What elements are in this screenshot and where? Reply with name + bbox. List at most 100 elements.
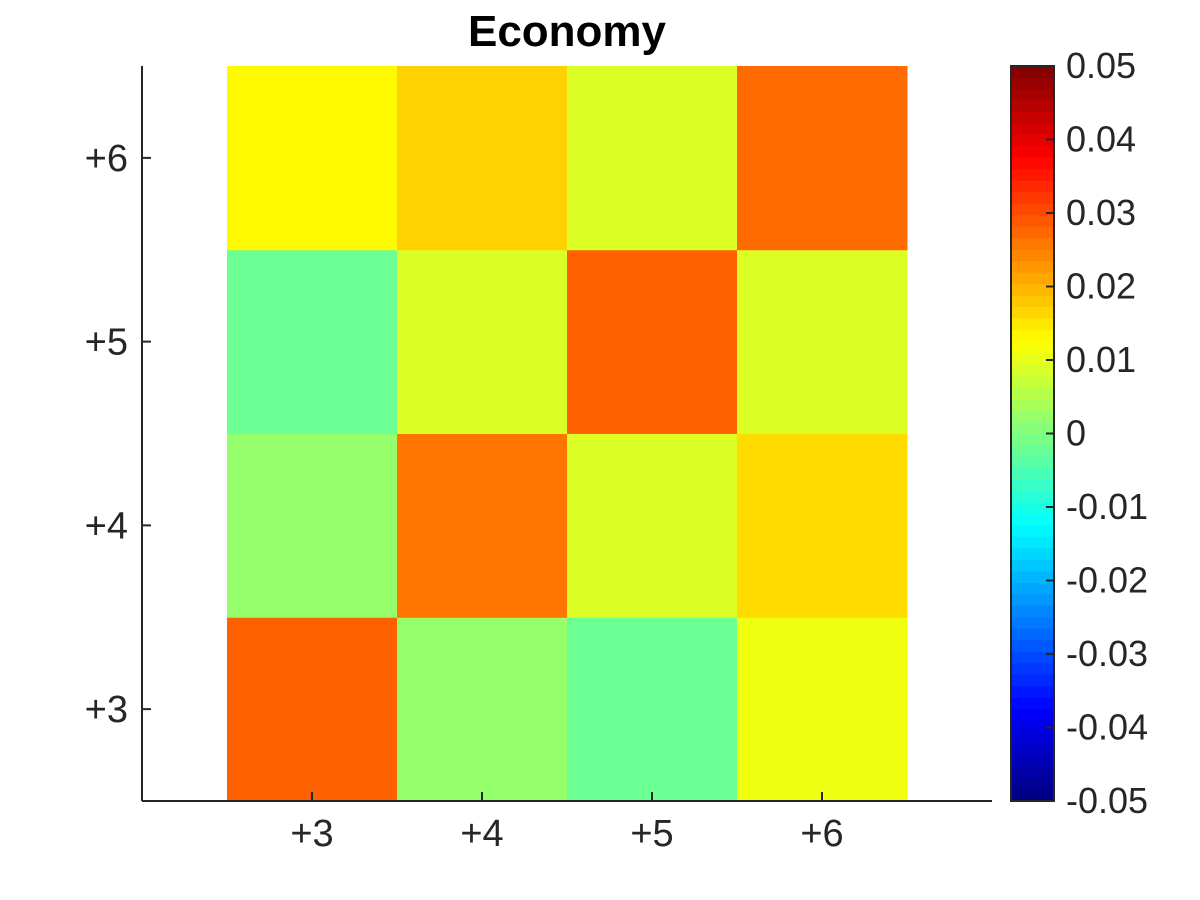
y-axis-ticks: +3 +4 +5 +6: [85, 138, 151, 731]
colorbar-segment: [1011, 157, 1054, 170]
colorbar-segment: [1011, 548, 1054, 561]
colorbar-segment: [1011, 686, 1054, 699]
colorbar-segment: [1011, 663, 1054, 676]
colorbar-segment: [1011, 100, 1054, 113]
colorbar-segment: [1011, 789, 1054, 802]
colorbar-segment: [1011, 525, 1054, 538]
y-tick-label: +3: [85, 689, 128, 731]
heatmap-cell-+3-+4: [397, 617, 568, 802]
colorbar-segment: [1011, 536, 1054, 549]
colorbar-segment: [1011, 134, 1054, 147]
colorbar-segment: [1011, 330, 1054, 343]
colorbar-segment: [1011, 559, 1054, 572]
colorbar-segment: [1011, 399, 1054, 412]
colorbar-segment: [1011, 444, 1054, 458]
colorbar-segment: [1011, 571, 1054, 584]
heatmap-cell-+5-+6: [737, 249, 908, 434]
colorbar-tick-label: 0.05: [1066, 45, 1136, 86]
colorbar-segment: [1011, 387, 1054, 400]
colorbar-segment: [1011, 410, 1054, 423]
x-tick-label: +4: [460, 813, 503, 855]
colorbar-segment: [1011, 467, 1054, 481]
colorbar-segment: [1011, 628, 1054, 641]
heatmap-cell-+3-+5: [567, 617, 738, 802]
colorbar-segment: [1011, 697, 1054, 710]
colorbar-segment: [1011, 238, 1054, 251]
y-tick-label: +6: [85, 138, 128, 180]
colorbar-segment: [1011, 307, 1054, 320]
colorbar-segment: [1011, 341, 1054, 354]
chart-title: Economy: [468, 7, 667, 56]
colorbar-segment: [1011, 502, 1054, 515]
colorbar-segment: [1011, 605, 1054, 618]
x-tick-label: +6: [800, 813, 843, 855]
colorbar-segment: [1011, 766, 1054, 779]
colorbar-segment: [1011, 353, 1054, 366]
colorbar-segment: [1011, 617, 1054, 630]
colorbar: 0.05 0.04 0.03 0.02 0.01 0 -0.01 -0.02 -0.03 -0.0…: [1010, 45, 1148, 821]
colorbar-segment: [1011, 422, 1054, 435]
colorbar-segment: [1011, 674, 1054, 687]
colorbar-segment: [1011, 490, 1054, 504]
heatmap-cell-+5-+4: [397, 249, 568, 434]
colorbar-segment: [1011, 261, 1054, 274]
heatmap-cell-+4-+5: [567, 433, 738, 618]
colorbar-tick-label: -0.01: [1066, 486, 1148, 527]
colorbar-tick-label: 0.01: [1066, 339, 1136, 380]
colorbar-tick-label: -0.02: [1066, 560, 1148, 601]
colorbar-segment: [1011, 651, 1054, 664]
colorbar-segment: [1011, 284, 1054, 297]
colorbar-segment: [1011, 226, 1054, 239]
heatmap-cell-+4-+3: [227, 433, 398, 618]
colorbar-segment: [1011, 111, 1054, 125]
colorbar-segment: [1011, 295, 1054, 308]
colorbar-segment: [1011, 123, 1054, 136]
colorbar-tick-label: -0.03: [1066, 633, 1148, 674]
colorbar-segment: [1011, 479, 1054, 492]
colorbar-segment: [1011, 318, 1054, 331]
y-tick-label: +4: [85, 505, 128, 547]
axes: [141, 66, 992, 802]
heatmap-cell-+6-+4: [397, 66, 568, 251]
colorbar-tick-label: 0: [1066, 413, 1086, 454]
heatmap-cell-+5-+5: [567, 249, 738, 434]
colorbar-segment: [1011, 203, 1054, 216]
colorbar-segment: [1011, 77, 1054, 90]
colorbar-segment: [1011, 66, 1054, 79]
heatmap-cell-+3-+3: [227, 617, 398, 802]
colorbar-segment: [1011, 640, 1054, 653]
heatmap-cell-+4-+4: [397, 433, 568, 618]
colorbar-segment: [1011, 743, 1054, 756]
x-axis-ticks: +3 +4 +5 +6: [290, 792, 844, 855]
colorbar-segment: [1011, 433, 1054, 446]
heatmap-cell-+6-+6: [737, 66, 908, 251]
colorbar-segment: [1011, 376, 1054, 389]
colorbar-segment: [1011, 272, 1054, 285]
heatmap-cell-+6-+5: [567, 66, 738, 251]
colorbar-segment: [1011, 456, 1054, 469]
colorbar-segment: [1011, 169, 1054, 182]
colorbar-tick-label: 0.02: [1066, 266, 1136, 307]
colorbar-tick-label: 0.03: [1066, 192, 1136, 233]
heatmap-cell-+6-+3: [227, 66, 398, 251]
heatmap-cell-+5-+3: [227, 249, 398, 434]
colorbar-segment: [1011, 180, 1054, 193]
colorbar-segment: [1011, 594, 1054, 607]
colorbar-segment: [1011, 215, 1054, 228]
x-tick-label: +3: [290, 813, 333, 855]
y-tick-label: +5: [85, 322, 128, 364]
colorbar-segment: [1011, 582, 1054, 595]
colorbar-segment: [1011, 755, 1054, 768]
colorbar-segment: [1011, 778, 1054, 791]
heatmap-cells: [227, 66, 908, 802]
colorbar-segment: [1011, 364, 1054, 377]
colorbar-segment: [1011, 732, 1054, 745]
x-tick-label: +5: [630, 813, 673, 855]
colorbar-tick-label: 0.04: [1066, 119, 1136, 160]
colorbar-segment: [1011, 192, 1054, 205]
heatmap-cell-+3-+6: [737, 617, 908, 802]
colorbar-segment: [1011, 513, 1054, 526]
colorbar-segment: [1011, 709, 1054, 722]
colorbar-tick-label: -0.04: [1066, 707, 1148, 748]
